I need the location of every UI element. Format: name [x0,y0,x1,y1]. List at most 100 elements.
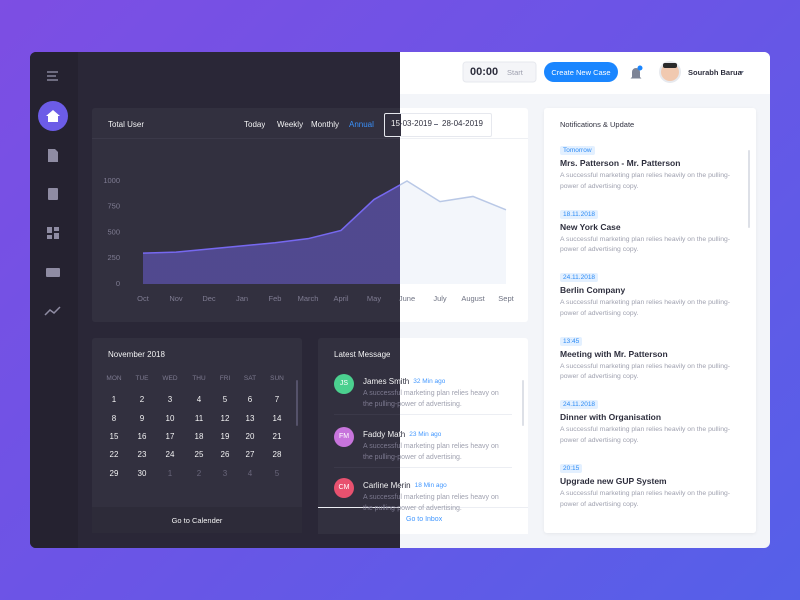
calendar-day[interactable]: 2 [130,395,154,405]
area-fill [143,181,506,284]
x-tick-label: Nov [169,294,183,303]
calendar-day[interactable]: 30 [130,469,154,479]
calendar-day[interactable]: 28 [265,450,289,460]
messages-footer [318,507,528,534]
calendar-day[interactable]: 5 [265,469,289,479]
calendar-day[interactable]: 22 [102,450,126,460]
notif-tag: 18.11.2018 [560,209,599,219]
calendar-panel [92,338,302,533]
x-tick-label: Oct [137,294,150,303]
messages-footer-link[interactable]: Go to Inbox [406,516,443,523]
calendar-day[interactable]: 27 [238,450,262,460]
notif-title: Meeting with Mr. Patterson [560,348,668,359]
y-tick-label: 0 [116,279,120,288]
notif-tag: Tomorrow [560,146,595,155]
area-line [142,180,507,254]
calendar-day[interactable]: 17 [158,432,182,442]
notif-text: A successful marketing plan relies heavi… [560,425,730,446]
calendar-day[interactable]: 19 [213,432,237,442]
calendar-day[interactable]: 2 [187,469,211,479]
calendar-day[interactable]: 25 [187,450,211,460]
calendar-day[interactable]: 1 [158,469,182,479]
calendar-day[interactable]: 26 [213,450,237,460]
y-tick-label: 500 [107,227,120,236]
calendar-day[interactable]: 4 [187,395,211,405]
msg-divider [334,467,512,468]
calendar-day[interactable]: 8 [102,414,126,424]
msg-text: A successful marketing plan relies heavy… [363,389,503,410]
calendar-day[interactable]: 4 [238,469,262,479]
calendar-day[interactable]: 3 [158,395,182,405]
msg-time: 18 Min ago [414,482,447,489]
msg-initials: CM [338,484,350,491]
msg-divider [334,414,512,415]
date-to: 28-04-2019 [442,119,483,128]
msg-name: Faddy Math [363,430,406,439]
sidebar [30,52,78,548]
chart-filter[interactable]: Weekly [277,120,304,129]
x-tick-label: August [461,294,485,303]
user-name: Sourabh Barua [688,68,742,77]
notif-text: A successful marketing plan relies heavi… [560,235,730,256]
chart-title: Total User [108,120,145,129]
weekday: WED [158,375,182,383]
x-tick-label: Dec [202,294,216,303]
weekday: TUE [130,375,154,383]
chart-filter[interactable]: Annual [349,120,374,129]
calendar-day[interactable]: 10 [158,414,182,424]
msg-avatar [334,427,354,447]
y-tick-label: 250 [107,253,120,262]
msg-text: A successful marketing plan relies heavy… [363,442,503,463]
msg-initials: FM [338,433,350,440]
notif-text: A successful marketing plan relies heavi… [560,171,730,192]
calendar-day[interactable]: 24 [158,450,182,460]
chart-filter[interactable]: Today [244,120,266,129]
chart-filter[interactable]: Monthly [311,120,340,129]
notifications-title: Notifications & Update [560,120,635,129]
x-tick-label: May [367,294,381,303]
x-tick-label: June [399,294,415,303]
calendar-footer [92,507,302,533]
x-tick-label: Sept [498,294,514,303]
x-tick-label: March [298,294,319,303]
calendar-day[interactable]: 29 [102,469,126,479]
calendar-day[interactable]: 1 [102,395,126,405]
calendar-day[interactable]: 7 [265,395,289,405]
calendar-day[interactable]: 15 [102,432,126,442]
calendar-day[interactable]: 14 [265,414,289,424]
notif-tag: 13:45 [560,336,583,346]
calendar-day[interactable]: 6 [238,395,262,405]
calendar-title: November 2018 [108,350,165,359]
notif-title: Berlin Company [560,285,626,296]
calendar-day[interactable]: 20 [238,432,262,442]
notif-title: New York Case [560,221,621,232]
calendar-day[interactable]: 21 [265,432,289,442]
weekday: SAT [238,375,262,383]
y-tick-label: 750 [107,202,120,211]
start-button[interactable]: Start [507,68,523,77]
notif-title: Mrs. Patterson - Mr. Patterson [560,158,681,168]
msg-initials: JS [339,380,349,387]
notif-text: A successful marketing plan relies heavi… [560,489,730,510]
notif-text: A successful marketing plan relies heavi… [560,362,730,383]
date-separator [434,124,438,125]
calendar-day[interactable]: 9 [130,414,154,424]
notif-tag: 24.11.2018 [560,400,599,410]
new-case-label[interactable]: Create New Case [551,68,611,77]
calendar-day[interactable]: 23 [130,450,154,460]
calendar-day[interactable]: 11 [187,414,211,424]
calendar-day[interactable]: 3 [213,469,237,479]
msg-avatar [334,374,354,394]
notif-text: A successful marketing plan relies heavi… [560,298,730,319]
calendar-day[interactable]: 5 [213,395,237,405]
chart: 0 250 500 750 1000 Oct Nov Dec Jan Feb March April M… [103,176,514,303]
calendar-day[interactable]: 18 [187,432,211,442]
msg-avatar [334,478,354,498]
calendar-day[interactable]: 12 [213,414,237,424]
calendar-day[interactable]: 13 [238,414,262,424]
weekday: FRI [213,375,237,383]
calendar-day[interactable]: 16 [130,432,154,442]
messages-title: Latest Message [334,350,391,359]
calendar-footer-link[interactable]: Go to Calender [92,516,302,525]
